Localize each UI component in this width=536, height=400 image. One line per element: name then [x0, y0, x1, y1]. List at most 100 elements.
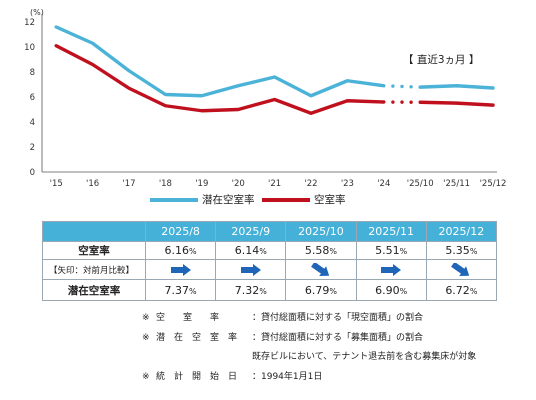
trend-arrow-icon: [381, 263, 402, 276]
potential-value: 7.37: [164, 283, 190, 297]
x-tick-label: '25/12: [480, 179, 507, 189]
table-row-potential: 潜在空室率 7.37% 7.32% 6.79% 6.90% 6.72%: [42, 279, 498, 301]
series-line-recent-1: [418, 100, 495, 107]
note-mark: ※: [142, 371, 150, 382]
legend-swatch-vacancy: [262, 197, 310, 202]
potential-value: 6.79: [304, 283, 330, 297]
arrow-legend-label: 【矢印：対前月比較】: [42, 259, 146, 280]
vacancy-value: 5.58: [304, 244, 330, 257]
series-dot-connector: [409, 85, 413, 89]
y-tick-label: 12: [24, 18, 35, 28]
percent-unit: %: [469, 286, 478, 296]
arrow-shape: [381, 263, 402, 276]
footnotes: ※ 空 室 率 ：貸付総面積に対する「現空面積」の割合 ※ 潜 在 空 室 率 …: [142, 309, 476, 387]
note-text: ：1994年1月1日: [252, 371, 323, 382]
x-tick-label: '19: [195, 179, 208, 189]
note-text: ：貸付総面積に対する「現空面積」の割合: [252, 313, 424, 323]
arrow-shape: [311, 262, 330, 276]
row-label-potential: 潜在空室率: [42, 279, 146, 301]
arrow-right-shape: [381, 263, 402, 276]
footnote-potential: ※ 潜 在 空 室 率 ：貸付総面積に対する「募集面積」の割合: [142, 329, 476, 349]
potential-value: 7.32: [234, 283, 260, 297]
legend-swatch-potential: [150, 197, 198, 202]
table-row-vacancy: 空室率 6.16% 6.14% 5.58% 5.51% 5.35%: [42, 241, 498, 260]
note-mark: ※: [142, 313, 150, 323]
trend-arrow-icon: [451, 262, 470, 276]
percent-unit: %: [259, 247, 267, 256]
y-tick-label: 2: [30, 143, 35, 153]
note-mark: ※: [142, 332, 150, 343]
arrow-shape: [240, 263, 261, 276]
x-tick-label: '21: [268, 179, 281, 189]
percent-unit: %: [259, 286, 267, 296]
y-tick-label: 4: [30, 118, 35, 128]
vacancy-value: 5.35: [445, 244, 470, 257]
percent-unit: %: [399, 247, 408, 256]
trend-arrow-icon: [170, 263, 191, 276]
x-axis: '15 '16 '17 '18 '19 '20 '21 '22 '23 '24 '25/10 '25/…: [42, 171, 507, 189]
arrow-cell: [144, 259, 217, 280]
arrow-down-right-shape: [311, 262, 330, 276]
percent-unit: %: [399, 286, 408, 296]
series-dot-connector: [391, 84, 395, 88]
vacancy-cell: 5.58%: [285, 241, 357, 260]
table-header-month: 2025/9: [215, 221, 287, 242]
x-tick-label: '18: [159, 179, 172, 189]
potential-cell: 6.90%: [355, 279, 427, 301]
potential-cell: 6.79%: [285, 279, 357, 301]
potential-cell: 7.37%: [144, 279, 217, 301]
note-text: 既存ビルにおいて、テナント退去前を含む募集床が対象: [252, 352, 477, 362]
x-tick-label: '16: [86, 179, 99, 189]
series-dot-connector: [391, 100, 395, 104]
arrow-shape: [170, 263, 191, 276]
x-tick-label: '22: [304, 179, 317, 189]
legend-label-vacancy: 空室率: [314, 194, 346, 206]
footnote-potential-detail: 既存ビルにおいて、テナント退去前を含む募集床が対象: [142, 348, 476, 368]
y-tick-label: 10: [24, 43, 35, 53]
x-tick-label: '17: [122, 179, 135, 189]
percent-unit: %: [189, 247, 197, 256]
x-tick-label: '15: [50, 179, 63, 189]
percent-unit: %: [189, 286, 197, 296]
recent-months-label: 【 直近3ヵ月 】: [403, 53, 479, 66]
y-axis-unit: (%): [30, 8, 44, 17]
table-header-month: 2025/11: [355, 221, 427, 242]
vacancy-cell: 6.14%: [215, 241, 287, 260]
x-tick-label: '20: [232, 179, 245, 189]
series-line-0: [54, 25, 386, 98]
x-tick-label: '25/11: [443, 179, 470, 189]
vacancy-value: 5.51: [375, 244, 400, 257]
note-term: 空 室 率: [156, 313, 220, 323]
footnote-vacancy: ※ 空 室 率 ：貸付総面積に対する「現空面積」の割合: [142, 309, 476, 329]
series-dot-connector: [409, 100, 413, 104]
table-header-month: 2025/8: [144, 221, 217, 242]
vacancy-cell: 5.51%: [355, 241, 427, 260]
series-line-1: [54, 44, 386, 115]
potential-cell: 6.72%: [425, 279, 498, 301]
note-term: 統 計 開 始 日: [156, 371, 238, 382]
vacancy-cell: 6.16%: [144, 241, 217, 260]
potential-value: 6.90: [375, 283, 400, 297]
legend-label-potential: 潜在空室率: [202, 194, 255, 206]
table-row-arrows: 【矢印：対前月比較】: [42, 259, 498, 280]
potential-cell: 7.32%: [215, 279, 287, 301]
series-line-recent-0: [418, 84, 495, 90]
arrow-cell: [425, 259, 498, 280]
vacancy-cell: 5.35%: [425, 241, 498, 260]
x-tick-label: '24: [377, 179, 390, 189]
y-tick-label: 0: [30, 168, 35, 178]
arrow-shape: [451, 262, 470, 276]
x-tick-label: '25/10: [407, 179, 434, 189]
line-chart: (%) 0 2 4 6 8 10 12 '15 '16 '17 '18 '19 '20 '21 '22 '2…: [24, 8, 507, 189]
monthly-stats-table: 2025/8 2025/9 2025/10 2025/11 2025/12 空室…: [42, 221, 498, 301]
percent-unit: %: [469, 247, 478, 256]
y-axis: 0 2 4 6 8 10 12: [24, 14, 43, 178]
series-dot-connector: [400, 84, 404, 89]
arrow-right-shape: [170, 263, 191, 276]
y-tick-label: 8: [30, 68, 35, 78]
table-header-row: 2025/8 2025/9 2025/10 2025/11 2025/12: [42, 221, 498, 242]
percent-unit: %: [329, 247, 338, 256]
footnote-start-date: ※ 統 計 開 始 日 ：1994年1月1日: [142, 368, 476, 388]
table-header-month: 2025/10: [285, 221, 357, 242]
vacancy-value: 6.14: [234, 244, 260, 257]
